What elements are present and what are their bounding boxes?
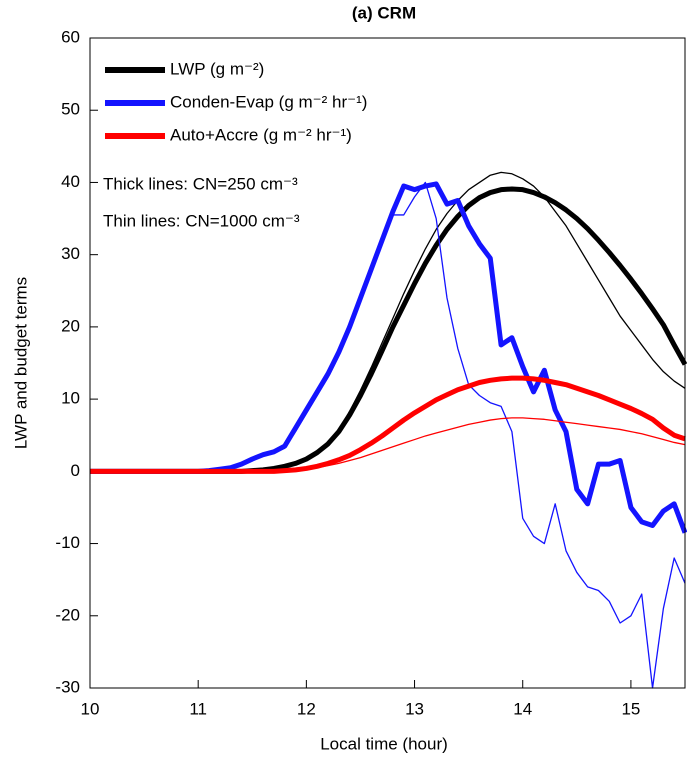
annotation: Thick lines: CN=250 cm⁻³ bbox=[103, 174, 298, 193]
y-axis-label: LWP and budget terms bbox=[11, 277, 30, 449]
x-tick-label: 10 bbox=[81, 699, 100, 718]
x-tick-label: 15 bbox=[621, 699, 640, 718]
thick-line bbox=[90, 181, 687, 534]
thick-line bbox=[90, 375, 686, 474]
legend-label: LWP (g m⁻²) bbox=[170, 59, 264, 78]
y-tick-label: 60 bbox=[61, 27, 80, 46]
thin-line bbox=[90, 417, 686, 472]
x-axis-label: Local time (hour) bbox=[320, 734, 448, 753]
y-tick-label: 10 bbox=[61, 389, 80, 408]
x-tick-label: 14 bbox=[513, 699, 532, 718]
y-tick-label: -10 bbox=[55, 533, 80, 552]
chart-title: (a) CRM bbox=[352, 3, 416, 22]
plot-frame bbox=[89, 37, 686, 689]
x-tick-label: 11 bbox=[189, 699, 207, 718]
y-tick-label: -20 bbox=[55, 605, 80, 624]
y-tick-label: 20 bbox=[61, 316, 80, 335]
y-tick-label: 30 bbox=[61, 244, 80, 263]
y-tick-label: 40 bbox=[61, 172, 80, 191]
legend-label: Auto+Accre (g m⁻² hr⁻¹) bbox=[170, 125, 352, 144]
legend-label: Conden-Evap (g m⁻² hr⁻¹) bbox=[170, 92, 367, 111]
x-tick-label: 12 bbox=[297, 699, 316, 718]
x-tick-label: 13 bbox=[405, 699, 424, 718]
thin-line bbox=[90, 181, 686, 689]
y-tick-label: -30 bbox=[55, 677, 80, 696]
annotation: Thin lines: CN=1000 cm⁻³ bbox=[103, 211, 300, 230]
y-tick-label: 50 bbox=[61, 100, 80, 119]
y-tick-label: 0 bbox=[71, 461, 80, 480]
